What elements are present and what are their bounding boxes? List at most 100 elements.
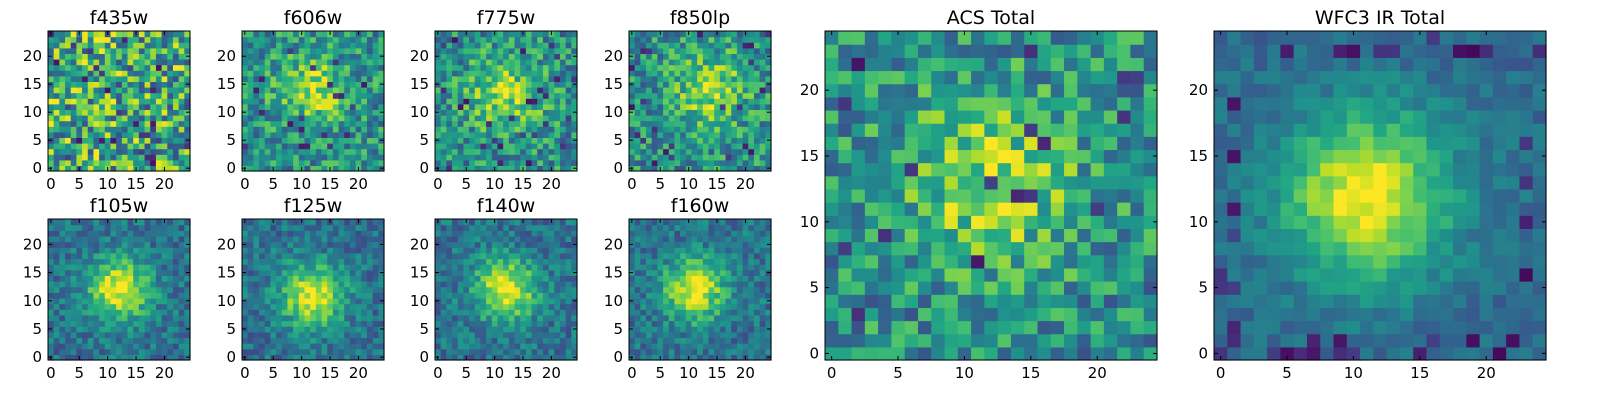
heatmap-cell: [310, 281, 317, 288]
heatmap-cell: [719, 103, 727, 110]
heatmap-cell: [559, 87, 567, 94]
heatmap-cell: [719, 286, 727, 293]
heatmap-cell: [668, 320, 676, 327]
heatmap-cell: [161, 59, 168, 66]
heatmap-cell: [531, 309, 538, 316]
heatmap-cell: [321, 224, 328, 231]
heatmap-cell: [59, 309, 66, 316]
heatmap-cell: [765, 331, 772, 339]
heatmap-cell: [691, 109, 698, 116]
heatmap-cell: [435, 292, 442, 299]
heatmap-cell: [731, 98, 738, 105]
heatmap-cell: [167, 109, 174, 116]
heatmap-cell: [247, 309, 254, 316]
heatmap-cell: [463, 81, 470, 88]
heatmap-cell: [702, 42, 710, 49]
heatmap-cell: [355, 320, 362, 327]
heatmap-cell: [378, 264, 385, 271]
heatmap-cell: [110, 235, 117, 243]
heatmap-cell: [548, 87, 555, 94]
heatmap-cell: [276, 109, 283, 116]
heatmap-cell: [629, 98, 636, 105]
heatmap-cell: [708, 314, 715, 322]
heatmap-cell: [104, 154, 112, 161]
heatmap-cell: [87, 148, 95, 155]
heatmap-cell: [70, 331, 77, 339]
heatmap-cell: [497, 309, 504, 316]
heatmap-cell: [372, 87, 379, 94]
heatmap-cell: [270, 148, 277, 155]
heatmap-cell: [531, 281, 538, 288]
heatmap-cell: [133, 320, 140, 327]
heatmap-cell: [321, 292, 328, 299]
heatmap-cell: [366, 75, 374, 82]
x-tick-label: 15: [707, 175, 726, 193]
heatmap-cell: [127, 98, 134, 105]
heatmap-cell: [378, 70, 385, 77]
heatmap-cell: [491, 47, 499, 54]
heatmap-cell: [59, 42, 66, 49]
heatmap-cell: [87, 131, 95, 138]
heatmap-cell: [355, 159, 362, 166]
heatmap-cell: [486, 148, 493, 155]
heatmap-cell: [440, 252, 447, 260]
heatmap-cell: [542, 36, 550, 43]
heatmap-cell: [651, 115, 658, 122]
heatmap-cell: [276, 92, 283, 99]
heatmap-cell: [87, 42, 95, 49]
heatmap-cell: [663, 269, 670, 276]
heatmap-cell: [634, 70, 641, 77]
heatmap-cell: [514, 64, 521, 71]
heatmap-cell: [298, 64, 306, 71]
heatmap-cell: [82, 235, 89, 243]
heatmap-cell: [310, 115, 317, 122]
heatmap-cell: [281, 148, 289, 155]
heatmap-cell: [361, 87, 368, 94]
heatmap-cell: [469, 131, 476, 138]
heatmap-cell: [508, 309, 516, 316]
heatmap-cell: [138, 275, 146, 282]
heatmap-cell: [70, 131, 77, 138]
heatmap-cell: [674, 348, 681, 355]
heatmap-cell: [640, 103, 647, 110]
heatmap-cell: [565, 331, 572, 339]
heatmap-cell: [514, 81, 521, 88]
heatmap-cell: [121, 343, 129, 350]
heatmap-cell: [537, 64, 544, 71]
heatmap-cell: [736, 286, 744, 293]
heatmap-cell: [714, 42, 721, 49]
heatmap-cell: [133, 235, 140, 243]
heatmap-cell: [53, 109, 60, 116]
heatmap-cell: [87, 70, 95, 77]
heatmap-cell: [87, 354, 95, 361]
heatmap-cell: [253, 87, 260, 94]
heatmap-cell: [486, 343, 493, 350]
heatmap-cell: [714, 70, 721, 77]
heatmap-cell: [565, 269, 572, 276]
heatmap-cell: [321, 53, 328, 60]
heatmap-cell: [446, 309, 453, 316]
heatmap-cell: [48, 309, 55, 316]
heatmap-cell: [310, 292, 317, 299]
heatmap-cell: [372, 219, 379, 226]
heatmap-cell: [310, 98, 317, 105]
heatmap-cell: [525, 297, 533, 305]
heatmap-cell: [327, 309, 334, 316]
heatmap-cell: [542, 252, 550, 260]
heatmap-cell: [753, 326, 761, 333]
heatmap-cell: [59, 337, 66, 344]
heatmap-cell: [315, 326, 323, 333]
heatmap-cell: [446, 103, 453, 110]
heatmap-cell: [327, 159, 334, 166]
heatmap-cell: [525, 154, 533, 161]
heatmap-cell: [59, 47, 66, 54]
heatmap-cell: [486, 64, 493, 71]
heatmap-cell: [304, 81, 311, 88]
heatmap-cell: [759, 275, 766, 282]
heatmap-cell: [172, 148, 180, 155]
heatmap-cell: [287, 70, 294, 77]
heatmap-cell: [53, 70, 60, 77]
heatmap-cell: [548, 143, 555, 150]
heatmap-cell: [87, 36, 95, 43]
heatmap-cell: [59, 143, 66, 150]
